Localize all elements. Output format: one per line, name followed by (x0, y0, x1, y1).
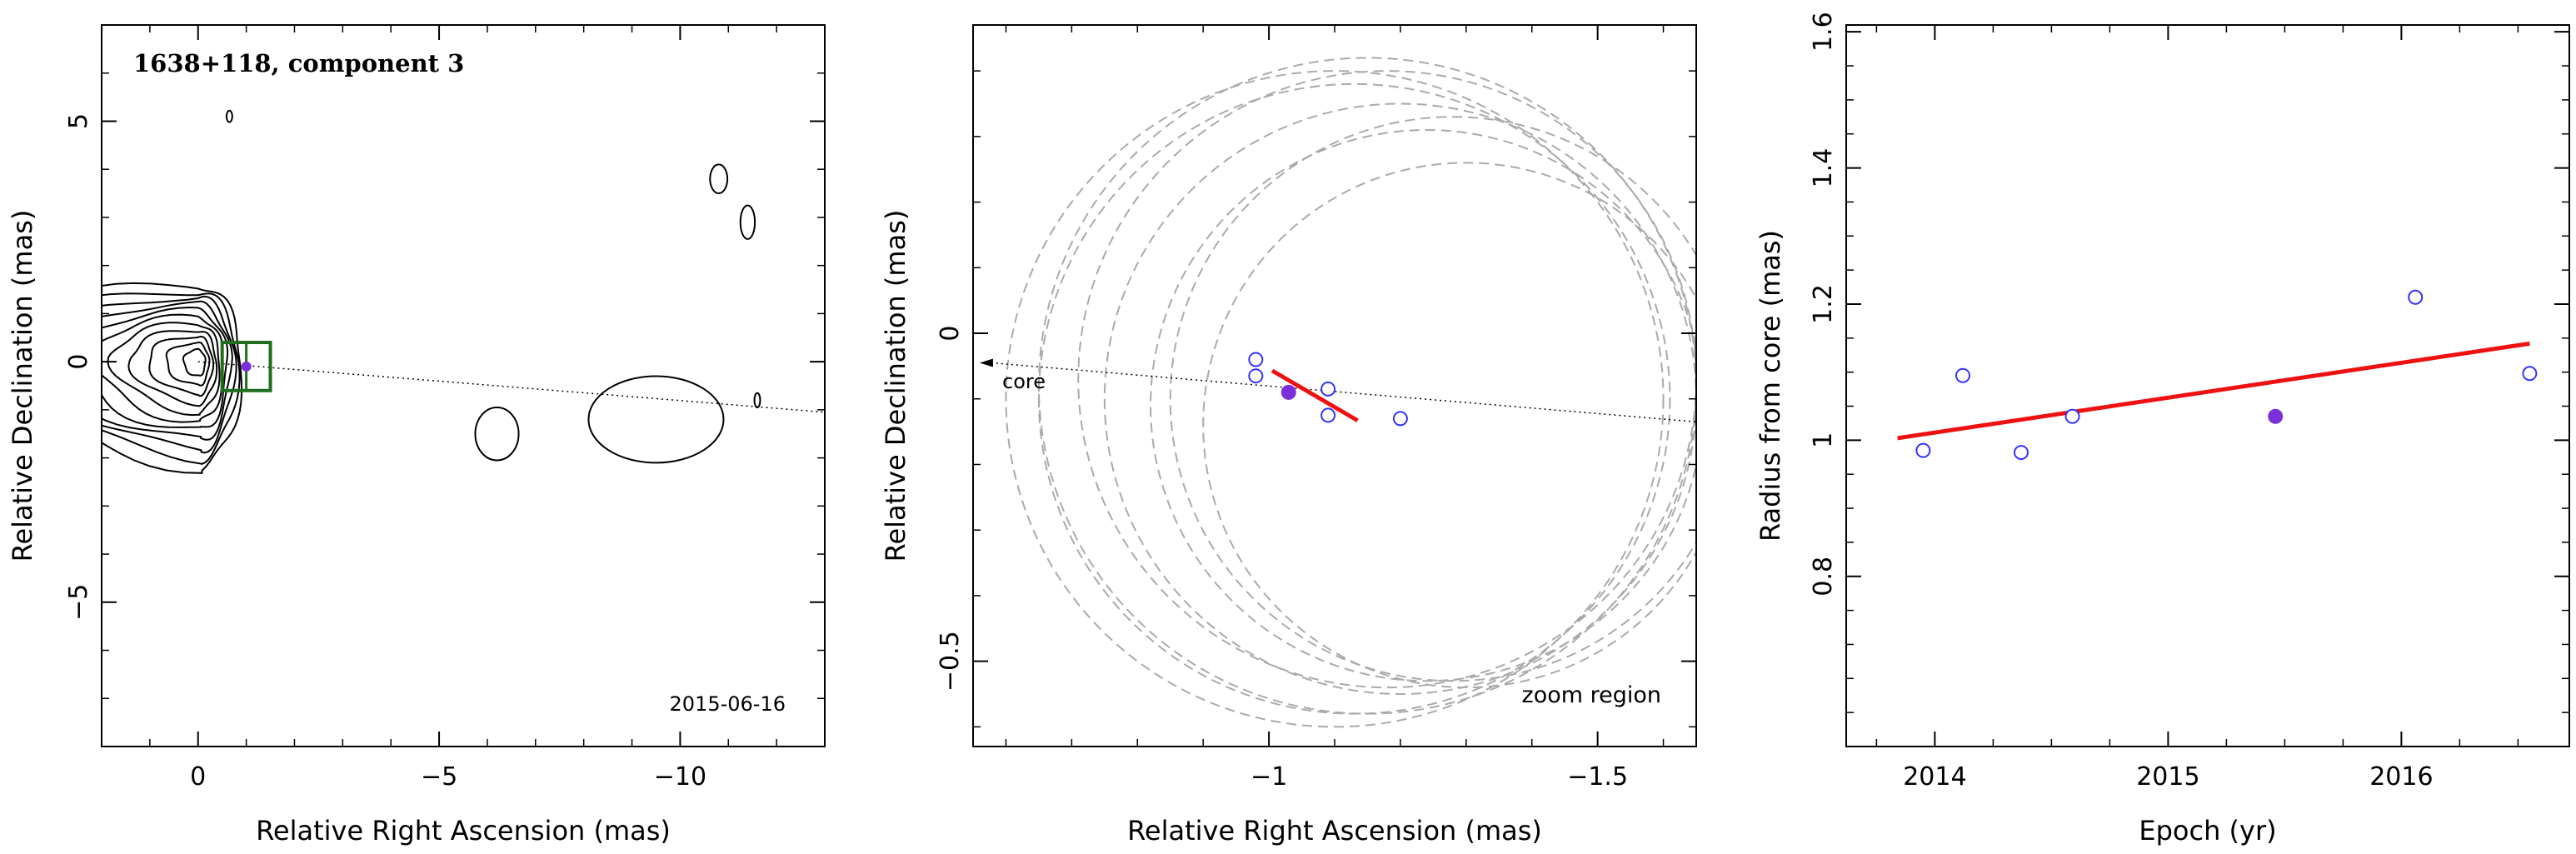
beam-circle (1150, 129, 1696, 682)
plot-frame (101, 24, 826, 747)
data-point-filled (2268, 408, 2284, 424)
zoom-label: zoom region (1522, 682, 1661, 708)
plot-frame (1845, 24, 2570, 747)
source-label: 1638+118, component 3 (133, 49, 464, 77)
map-marks (220, 341, 272, 392)
contour-level (102, 295, 237, 454)
data-point (1248, 368, 1264, 384)
contour-blob (739, 204, 756, 240)
contour-level (102, 292, 241, 466)
x-tick-label: −5 (421, 762, 457, 792)
x-tick-label: −10 (654, 762, 706, 792)
beam-circle (1103, 102, 1696, 695)
y-tick-label: −0.5 (936, 631, 965, 692)
contour-blob (474, 406, 520, 462)
y-tick-label: 5 (64, 113, 93, 129)
radius-marks (1897, 289, 2538, 461)
ticks: 0 −5 −10 5 0 −5 (64, 24, 826, 792)
data-point (1915, 442, 1931, 458)
component-marker (241, 361, 252, 372)
beam-circle (1169, 116, 1696, 682)
y-tick-label: 0 (936, 325, 965, 341)
contour-level (165, 341, 211, 387)
x-axis-label: Relative Right Ascension (mas) (256, 815, 671, 847)
data-point (1392, 411, 1408, 427)
beam-circle (1037, 82, 1671, 715)
beam-circle (1077, 70, 1696, 689)
x-tick-label: 2016 (2369, 762, 2433, 792)
ticks: −1 −1.5 0 −0.5 (936, 25, 1696, 792)
jet-axis (197, 361, 825, 413)
data-point (2014, 445, 2029, 461)
fit-line (1271, 368, 1359, 422)
data-point (2064, 408, 2080, 424)
core-label: core (1002, 370, 1046, 393)
x-axis-label: Epoch (yr) (2139, 815, 2276, 847)
y-axis-label: Relative Declination (mas) (7, 210, 38, 562)
contours (102, 109, 825, 474)
contour-blob (225, 109, 233, 123)
data-point (1248, 352, 1264, 367)
core-arrowhead (979, 358, 993, 367)
data-point (1955, 367, 1970, 383)
contour-level (107, 322, 221, 417)
data-point (2408, 289, 2424, 305)
y-tick-label: 1 (1809, 432, 1838, 448)
y-axis-label: Radius from core (mas) (1755, 230, 1786, 542)
panel-radius: 2014 2015 2016 0.8 1 1.2 1.4 1.6 Epoch (yr) Rad… (1755, 12, 2570, 847)
y-tick-label: 1.6 (1809, 12, 1838, 52)
x-axis-label: Relative Right Ascension (mas) (1127, 815, 1542, 847)
y-tick-label: 0 (64, 354, 93, 370)
contour-blob (709, 163, 729, 195)
x-tick-label: −1.5 (1567, 762, 1628, 792)
contour-level (102, 300, 233, 441)
x-tick-label: 0 (190, 762, 206, 792)
data-point (2522, 366, 2538, 382)
x-tick-label: −1 (1251, 762, 1287, 792)
panel-map: 0 −5 −10 5 0 −5 1638+118, component 3 2015-06… (7, 24, 826, 847)
contour-blob (587, 375, 725, 464)
contour-level (182, 347, 207, 377)
contour-level (102, 313, 224, 423)
contour-level (127, 330, 218, 407)
ticks: 2014 2015 2016 0.8 1 1.2 1.4 1.6 (1809, 12, 2569, 792)
fit-line (1897, 341, 2530, 441)
y-tick-label: 1.4 (1809, 148, 1838, 188)
y-tick-label: −5 (64, 584, 93, 621)
data-point (1320, 407, 1336, 423)
beam-circle (1038, 57, 1696, 715)
panel-zoom: −1 −1.5 0 −0.5 core zoom region Relative Ri… (880, 24, 1697, 847)
beam-circles (1005, 57, 1696, 728)
y-tick-label: 1.2 (1809, 284, 1838, 324)
data-point-filled (1281, 384, 1296, 400)
beam-circle (1202, 162, 1696, 689)
contour-level (102, 306, 229, 428)
data-point (1320, 381, 1336, 397)
x-tick-label: 2015 (2136, 762, 2199, 792)
contour-level (102, 282, 243, 474)
x-tick-label: 2014 (1903, 762, 1966, 792)
beam-circle (1005, 70, 1665, 728)
contour-level (148, 336, 215, 397)
zoom-marks (979, 352, 1696, 427)
y-tick-label: 0.8 (1809, 557, 1838, 597)
contour-blob (753, 392, 761, 408)
epoch-label: 2015-06-16 (670, 692, 786, 716)
y-axis-label: Relative Declination (mas) (880, 210, 911, 562)
